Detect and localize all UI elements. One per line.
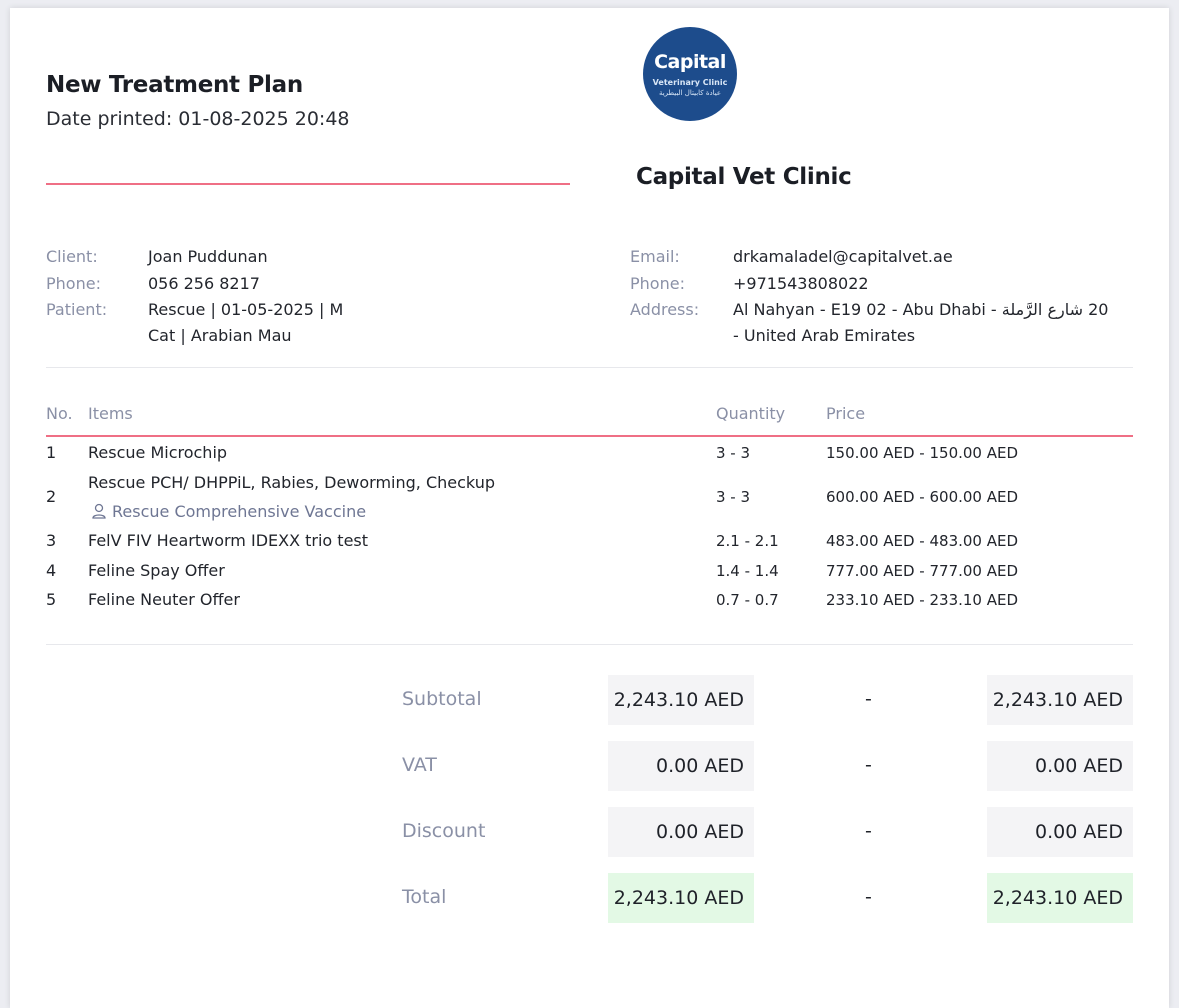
row-price: 150.00 AED - 150.00 AED bbox=[826, 444, 1019, 462]
clinic-logo: Capital Veterinary Clinic عيادة كابيتال … bbox=[643, 27, 737, 121]
col-header-items: Items bbox=[88, 404, 133, 423]
col-header-quantity: Quantity bbox=[716, 404, 786, 423]
client-value: Joan Puddunan bbox=[148, 247, 268, 266]
client-phone-value: 056 256 8217 bbox=[148, 274, 260, 293]
client-phone-label: Phone: bbox=[46, 274, 101, 293]
row-number: 4 bbox=[46, 561, 57, 580]
row-item: Feline Spay Offer bbox=[88, 561, 225, 580]
col-header-price: Price bbox=[826, 404, 866, 423]
clinic-phone-value: +971543808022 bbox=[733, 274, 869, 293]
row-price: 233.10 AED - 233.10 AED bbox=[826, 591, 1019, 609]
vat-dash: - bbox=[865, 754, 872, 776]
row-price: 600.00 AED - 600.00 AED bbox=[826, 488, 1019, 506]
row-number: 2 bbox=[46, 487, 57, 506]
total-max: 2,243.10 AED bbox=[987, 873, 1133, 923]
total-dash: - bbox=[865, 886, 872, 908]
row-number: 5 bbox=[46, 590, 57, 609]
row-quantity: 0.7 - 0.7 bbox=[716, 591, 779, 609]
clinic-name: Capital Vet Clinic bbox=[636, 164, 852, 190]
row-price: 777.00 AED - 777.00 AED bbox=[826, 562, 1019, 580]
patient-line-1: Rescue | 01-05-2025 | M bbox=[148, 300, 344, 319]
address-line-1: 20 شارع الرَّملة - Al Nahyan - E19 02 - … bbox=[733, 300, 1109, 319]
row-quantity: 3 - 3 bbox=[716, 488, 751, 506]
row-item: Feline Neuter Offer bbox=[88, 590, 240, 609]
row-item: FelV FIV Heartworm IDEXX trio test bbox=[88, 531, 369, 550]
patient-label: Patient: bbox=[46, 300, 108, 319]
discount-min: 0.00 AED bbox=[608, 807, 754, 857]
subtotal-dash: - bbox=[865, 688, 872, 710]
patient-line-2: Cat | Arabian Mau bbox=[148, 326, 292, 345]
vat-label: VAT bbox=[402, 754, 437, 776]
row-number: 1 bbox=[46, 443, 57, 462]
header-accent-line bbox=[46, 183, 570, 185]
logo-brand: Capital bbox=[654, 51, 726, 73]
discount-label: Discount bbox=[402, 820, 486, 842]
total-label: Total bbox=[402, 886, 447, 908]
email-label: Email: bbox=[630, 247, 680, 266]
discount-max: 0.00 AED bbox=[987, 807, 1133, 857]
subtotal-label: Subtotal bbox=[402, 688, 482, 710]
logo-arabic: عيادة كابيتال البيطرية bbox=[658, 89, 722, 97]
sub-item-label: Rescue Comprehensive Vaccine bbox=[112, 502, 367, 521]
clinic-phone-label: Phone: bbox=[630, 274, 685, 293]
row-item: Rescue PCH/ DHPPiL, Rabies, Deworming, C… bbox=[88, 473, 495, 492]
vat-min: 0.00 AED bbox=[608, 741, 754, 791]
subtotal-min: 2,243.10 AED bbox=[608, 675, 754, 725]
table-divider bbox=[46, 644, 1133, 645]
row-quantity: 2.1 - 2.1 bbox=[716, 532, 779, 550]
row-number: 3 bbox=[46, 531, 57, 550]
date-printed: Date printed: 01-08-2025 20:48 bbox=[46, 108, 350, 130]
row-item: Rescue Microchip bbox=[88, 443, 228, 462]
vat-max: 0.00 AED bbox=[987, 741, 1133, 791]
address-label: Address: bbox=[630, 300, 700, 319]
subtotal-max: 2,243.10 AED bbox=[987, 675, 1133, 725]
info-divider bbox=[46, 367, 1133, 368]
person-icon bbox=[92, 503, 106, 519]
row-price: 483.00 AED - 483.00 AED bbox=[826, 532, 1019, 550]
row-quantity: 3 - 3 bbox=[716, 444, 751, 462]
row-quantity: 1.4 - 1.4 bbox=[716, 562, 779, 580]
page-title: New Treatment Plan bbox=[46, 72, 303, 98]
total-min: 2,243.10 AED bbox=[608, 873, 754, 923]
discount-dash: - bbox=[865, 820, 872, 842]
row-sub-item: Rescue Comprehensive Vaccine bbox=[90, 502, 366, 521]
address-line-2: - United Arab Emirates bbox=[733, 326, 916, 345]
treatment-plan-page: New Treatment Plan Date printed: 01-08-2… bbox=[10, 8, 1169, 1008]
email-value: drkamaladel@capitalvet.ae bbox=[733, 247, 953, 266]
logo-subtitle: Veterinary Clinic bbox=[652, 78, 728, 87]
client-label: Client: bbox=[46, 247, 98, 266]
table-header-line bbox=[46, 435, 1133, 437]
col-header-no: No. bbox=[46, 404, 73, 423]
